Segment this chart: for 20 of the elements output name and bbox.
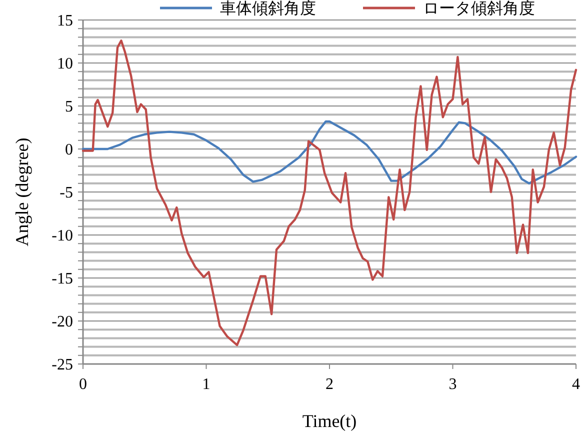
y-axis-title: Angle (degree) [12, 138, 32, 246]
x-tick-label: 4 [572, 376, 580, 393]
x-tick-label: 0 [79, 376, 87, 393]
y-tick-label: -25 [52, 356, 73, 374]
y-tick-label: -15 [52, 270, 73, 288]
y-tick-label: 0 [65, 142, 73, 159]
y-tick-label: -5 [60, 184, 73, 202]
legend-label: ロータ傾斜角度 [423, 0, 535, 18]
y-tick-label: 5 [65, 98, 73, 116]
x-tick-label: 3 [448, 376, 457, 393]
y-tick-label: 15 [57, 12, 73, 30]
legend-label: 車体傾斜角度 [220, 0, 316, 18]
y-tick-label: 10 [57, 56, 73, 73]
y-tick-label: -10 [52, 228, 73, 245]
x-tick-label: 2 [326, 376, 334, 393]
x-tick-label: 1 [202, 376, 210, 393]
y-tick-label: -20 [52, 314, 73, 331]
x-axis-title: Time(t) [302, 411, 357, 431]
line-series [82, 120, 578, 184]
line-series [82, 40, 578, 346]
